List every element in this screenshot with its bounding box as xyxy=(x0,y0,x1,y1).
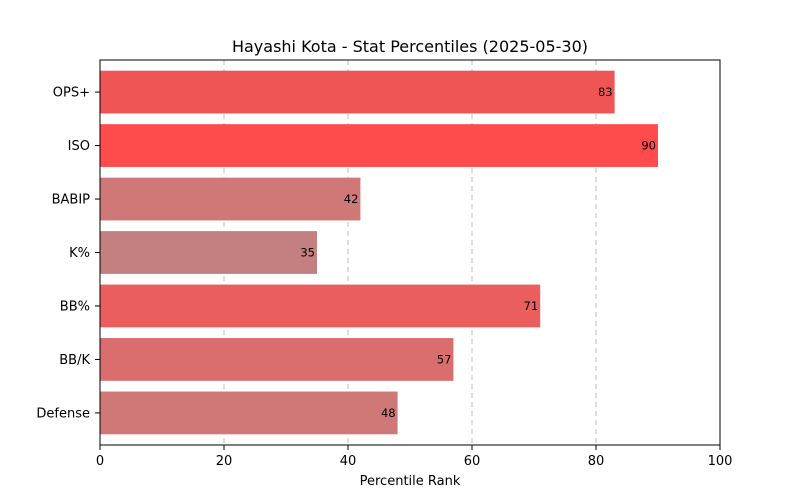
bar-k- xyxy=(100,231,317,274)
bar-value-label: 57 xyxy=(437,352,452,366)
x-tick-label: 40 xyxy=(340,454,357,469)
data-labels: 83 90 42 35 71 57 48 xyxy=(300,85,656,420)
bar-bb- xyxy=(100,284,541,328)
bar-value-label: 42 xyxy=(344,192,359,206)
x-tick-label: 20 xyxy=(216,454,233,469)
chart-title: Hayashi Kota - Stat Percentiles (2025-05… xyxy=(232,37,588,56)
y-tick-label: BABIP xyxy=(52,193,91,208)
x-tick-label: 80 xyxy=(588,454,605,469)
x-tick-label: 100 xyxy=(708,454,733,469)
bar-value-label: 83 xyxy=(598,85,613,99)
bar-bb-k xyxy=(100,338,454,381)
x-axis-label: Percentile Rank xyxy=(360,474,461,489)
bar-defense xyxy=(100,391,398,435)
y-tick-label: K% xyxy=(69,246,90,261)
y-tick-label: OPS+ xyxy=(53,86,90,101)
y-tick-label: BB/K xyxy=(59,353,90,368)
y-axis: OPS+ ISO BABIP K% BB% BB/K Defense xyxy=(36,86,100,421)
x-tick-label: 60 xyxy=(464,454,481,469)
x-tick-label: 0 xyxy=(96,454,104,469)
bar-iso xyxy=(100,124,658,167)
y-tick-label: ISO xyxy=(68,139,90,154)
bar-babip xyxy=(100,177,361,221)
bar-value-label: 48 xyxy=(381,406,396,420)
bar-value-label: 35 xyxy=(300,246,315,260)
bar-ops- xyxy=(100,70,615,114)
x-axis: 0 20 40 60 80 100 xyxy=(96,445,733,469)
bar-value-label: 71 xyxy=(524,299,539,313)
bars xyxy=(100,70,658,435)
bar-value-label: 90 xyxy=(641,139,656,153)
y-tick-label: Defense xyxy=(36,406,90,421)
y-tick-label: BB% xyxy=(60,299,90,314)
